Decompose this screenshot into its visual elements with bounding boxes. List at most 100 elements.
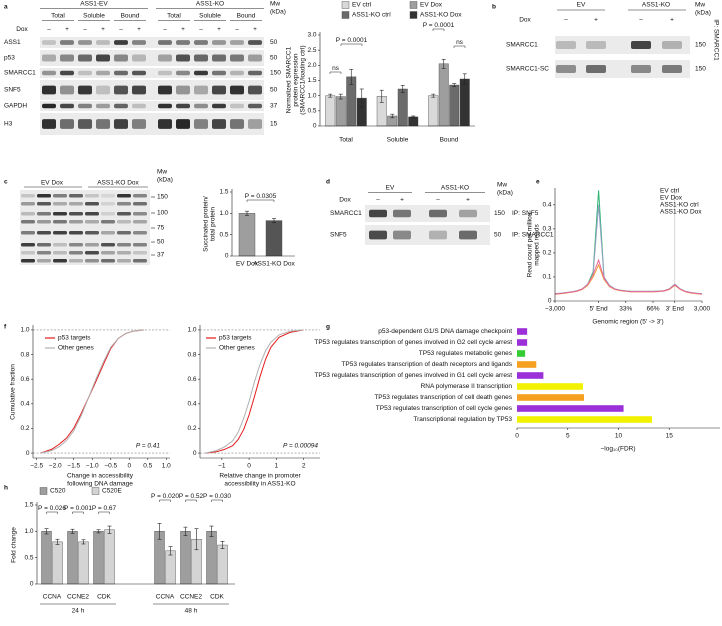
y-tick-label: 0.4 <box>20 401 29 408</box>
blot-band <box>42 54 56 62</box>
x-tick-label: 3′ End <box>666 306 685 313</box>
blot-band <box>69 231 83 235</box>
blot-band <box>429 209 447 218</box>
y-axis-label: Normalized SMARCC1 <box>286 46 293 113</box>
mw-label: 150 <box>494 210 505 217</box>
blot-band <box>556 41 576 49</box>
blot-background <box>40 80 264 100</box>
mw-title: Mw <box>270 1 280 8</box>
bar <box>517 350 526 357</box>
treatment-sign: + <box>594 17 598 24</box>
blot-band <box>78 70 92 76</box>
x-tick-label: 0 <box>247 463 251 470</box>
y-tick-label: 0.5 <box>307 108 316 115</box>
bar <box>517 328 528 335</box>
row-label: SMARCC1 <box>330 210 362 217</box>
x-tick-label: −2.5 <box>30 463 43 470</box>
y-tick-label: 2.5 <box>307 47 316 54</box>
x-tick-label: ASS1-KO Dox <box>253 261 295 268</box>
mw-unit: (kDa) <box>270 9 286 16</box>
blot-band <box>117 259 131 263</box>
series-line <box>554 258 703 295</box>
bar <box>52 541 63 585</box>
blot-band <box>53 220 67 224</box>
treatment-label: Dox <box>16 26 28 33</box>
blot-band <box>230 70 244 76</box>
blot-band <box>230 40 244 45</box>
fraction-label: Total <box>51 13 65 20</box>
bar <box>428 95 439 127</box>
y-tick-label: 0.2 <box>20 425 29 432</box>
blot-band <box>85 220 99 224</box>
mw-label: 50 <box>157 239 165 246</box>
mw-unit: (kDa) <box>157 177 173 184</box>
blot-band <box>132 85 146 95</box>
legend-label: p53 targets <box>219 335 252 342</box>
x-tick-label: 1.0 <box>162 463 171 470</box>
blot-band <box>194 40 208 45</box>
blot-band <box>37 220 51 224</box>
y-axis-label: Fold change <box>11 527 18 563</box>
legend-swatch <box>409 1 418 9</box>
blot-band <box>194 70 208 76</box>
blot-band <box>248 70 262 76</box>
blot-band <box>133 202 147 206</box>
x-tick-label: 0.5 <box>143 463 152 470</box>
blot-band <box>53 202 67 206</box>
blot-band <box>393 209 411 218</box>
mw-label: 15 <box>270 121 278 128</box>
blot-background <box>365 205 490 222</box>
blot-band <box>37 251 51 255</box>
blot-band <box>69 259 83 263</box>
blot-band <box>78 54 92 62</box>
blot-background <box>40 113 264 135</box>
fraction-label: Soluble <box>83 13 105 20</box>
blot-band <box>176 103 190 109</box>
blot-band <box>248 40 262 45</box>
x-axis-label: Change in accessibility <box>67 473 134 480</box>
series-line <box>40 329 145 454</box>
blot-band <box>101 231 115 235</box>
blot-band <box>158 119 172 129</box>
treatment-sign: + <box>670 17 674 24</box>
treatment-sign: – <box>199 26 203 33</box>
legend-label: ASS1-KO ctrl <box>660 202 699 209</box>
y-axis-label: (SMARCC1/loading ctrl) <box>300 45 307 114</box>
annotation: ns <box>456 39 464 46</box>
series-line <box>554 204 703 295</box>
blot-band <box>53 243 67 247</box>
annotation: P = 0.0305 <box>245 193 277 200</box>
y-tick-label: 1.0 <box>187 327 196 334</box>
legend-label: EV Dox <box>660 195 683 202</box>
y-axis-label: Cumulative fraction <box>10 364 17 420</box>
blot-band <box>42 85 56 95</box>
significance-bracket <box>98 511 110 514</box>
significance-bracket <box>159 499 171 502</box>
blot-band <box>42 103 56 109</box>
x-tick-label: 2 <box>302 463 306 470</box>
y-tick-label: p53-dependent G1/S DNA damage checkpoint <box>378 328 512 335</box>
legend-swatch <box>341 1 350 9</box>
blot-band <box>248 54 262 62</box>
x-tick-label: 66% <box>646 306 659 313</box>
row-label: SMARCC1-SC <box>506 66 549 73</box>
treatment-sign: + <box>466 197 470 204</box>
blot-band <box>194 103 208 109</box>
y-tick-label: 1.5 <box>307 77 316 84</box>
blot-band <box>60 119 74 129</box>
mw-unit: (kDa) <box>497 190 513 197</box>
blot-band <box>60 85 74 95</box>
row-label: SNF5 <box>4 87 21 94</box>
blot-band <box>176 54 190 62</box>
legend-label: EV ctrl <box>352 2 372 9</box>
y-tick-label: 0.3 <box>542 226 551 233</box>
blot-band <box>60 70 74 76</box>
blot-band <box>212 40 226 45</box>
significance-bracket <box>340 43 363 46</box>
treatment-label: Dox <box>519 17 531 24</box>
bar <box>459 78 470 127</box>
blot-band <box>230 119 244 129</box>
mw-label: 150 <box>270 70 281 77</box>
y-tick-label: 0 <box>313 123 317 130</box>
y-tick-label: 2.0 <box>307 62 316 69</box>
